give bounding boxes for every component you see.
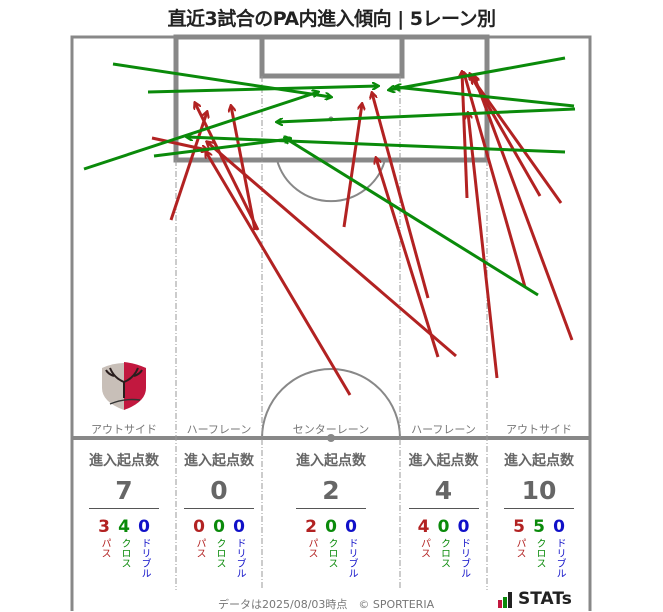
stat-heading: 進入起点数 [89,453,159,469]
pass-count: 2 [305,517,317,537]
stat-total: 2 [322,476,340,505]
stat-total: 10 [521,476,557,505]
stat-total: 4 [434,476,453,505]
stat-total: 7 [115,476,133,505]
cross-label: クロス [214,538,225,568]
divider [408,508,479,509]
cross-label: クロス [326,538,337,568]
pass-count: 3 [98,517,110,537]
lane-stats-right-outside: 進入起点数 10 5 パス 5 クロス 0 ドリブル [489,450,589,578]
stat-heading: 進入起点数 [184,453,254,469]
lane-label-right-halfspace: ハーフレーン [411,423,476,436]
cross-label: クロス [534,538,545,568]
pass-label: パス [514,538,525,558]
lane-stats-center: 進入起点数 2 2 パス 0 クロス 0 ドリブル [264,450,398,578]
logo-bar-icon [503,597,507,608]
divider [89,508,159,509]
dribble-label: ドリブル [554,538,565,578]
brand-name: STATs [518,589,572,609]
data-timestamp-footer: データは2025/08/03時点 © SPORTERIA [218,598,435,611]
pass-label: パス [194,538,205,558]
divider [184,508,254,509]
pass-arrows [151,72,574,396]
cross-count: 0 [325,517,337,537]
dribble-label: ドリブル [234,538,245,578]
stat-heading: 進入起点数 [296,453,366,469]
lane-label-right-outside: アウトサイド [506,423,572,436]
cross-count: 5 [533,517,545,537]
stat-total: 0 [210,476,228,505]
pass-label: パス [306,538,317,558]
dribble-label: ドリブル [346,538,357,578]
dribble-count: 0 [553,517,565,537]
dribble-label: ドリブル [139,538,150,578]
logo-bar-icon [498,600,502,608]
pass-label: パス [99,538,110,558]
dribble-count: 0 [345,517,357,537]
stat-heading: 進入起点数 [408,453,479,469]
cross-count: 4 [118,517,130,537]
dribble-count: 0 [233,517,245,537]
lane-label-center: センターレーン [292,423,370,436]
stats-logo: STATs [498,590,572,608]
lane-stats-right-halfspace: 進入起点数 4 4 パス 0 クロス 0 ドリブル [402,450,485,578]
lane-label-left-outside: アウトサイド [91,423,157,436]
lane-stats-left-outside: 進入起点数 7 3 パス 4 クロス 0 ドリブル [74,450,174,578]
dribble-count: 0 [457,517,470,537]
dribble-count: 0 [138,517,150,537]
stat-heading: 進入起点数 [504,453,574,469]
pass-count: 0 [193,517,205,537]
club-crest-icon [102,362,146,410]
dribble-label: ドリブル [458,538,470,578]
pass-count: 5 [513,517,525,537]
divider [504,508,574,509]
divider [296,508,366,509]
cross-label: クロス [119,538,130,568]
cross-count: 0 [213,517,225,537]
chart-title: 直近3試合のPA内進入傾向 | 5レーン別 [167,8,496,30]
cross-count: 0 [437,517,450,537]
pass-label: パス [418,538,430,558]
pass-count: 4 [417,517,430,537]
logo-bar-icon [508,592,512,608]
cross-label: クロス [438,538,450,568]
cross-arrows [83,56,576,297]
lane-stats-left-halfspace: 進入起点数 0 0 パス 0 クロス 0 ドリブル [178,450,260,578]
lane-label-left-halfspace: ハーフレーン [186,423,252,436]
